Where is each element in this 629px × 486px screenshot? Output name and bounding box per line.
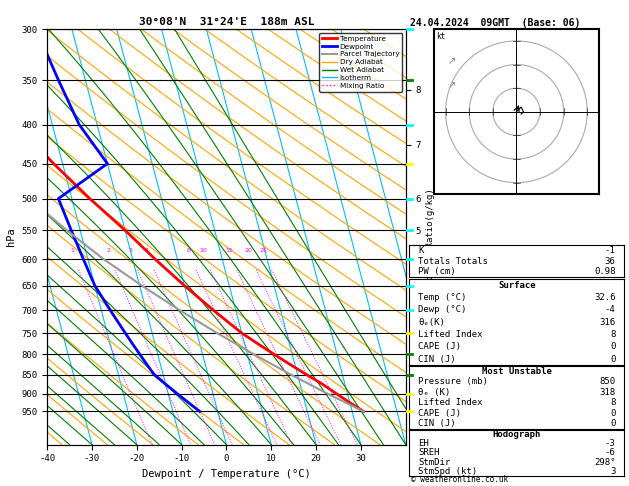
Text: 0: 0 — [610, 343, 615, 351]
Text: 0: 0 — [610, 419, 615, 428]
Text: 2: 2 — [106, 248, 110, 254]
Text: kt: kt — [436, 32, 445, 41]
Text: 15: 15 — [225, 248, 233, 254]
Text: 850: 850 — [599, 378, 615, 386]
Text: Dewp (°C): Dewp (°C) — [418, 305, 467, 314]
Text: Totals Totals: Totals Totals — [418, 257, 488, 266]
Text: 8: 8 — [610, 330, 615, 339]
Text: 8: 8 — [187, 248, 191, 254]
Y-axis label: hPa: hPa — [6, 227, 16, 246]
Text: Pressure (mb): Pressure (mb) — [418, 378, 488, 386]
Text: 8: 8 — [610, 398, 615, 407]
Text: 24.04.2024  09GMT  (Base: 06): 24.04.2024 09GMT (Base: 06) — [410, 18, 581, 28]
Text: 0.98: 0.98 — [594, 267, 615, 276]
Text: θₑ(K): θₑ(K) — [418, 318, 445, 327]
Text: Most Unstable: Most Unstable — [482, 367, 552, 376]
Text: Hodograph: Hodograph — [493, 430, 541, 439]
Text: 318: 318 — [599, 388, 615, 397]
Text: 4: 4 — [145, 248, 149, 254]
Text: 10: 10 — [199, 248, 207, 254]
Text: -6: -6 — [604, 449, 615, 457]
Legend: Temperature, Dewpoint, Parcel Trajectory, Dry Adiabat, Wet Adiabat, Isotherm, Mi: Temperature, Dewpoint, Parcel Trajectory… — [320, 33, 402, 92]
Text: 25: 25 — [260, 248, 268, 254]
Text: PW (cm): PW (cm) — [418, 267, 455, 276]
Text: -1: -1 — [604, 246, 615, 255]
Text: K: K — [418, 246, 423, 255]
Text: 20: 20 — [245, 248, 252, 254]
Text: 0: 0 — [610, 409, 615, 417]
Text: Temp (°C): Temp (°C) — [418, 293, 467, 302]
Text: EH: EH — [418, 439, 429, 448]
Text: 3: 3 — [128, 248, 133, 254]
Text: CIN (J): CIN (J) — [418, 355, 455, 364]
Text: 0: 0 — [610, 355, 615, 364]
Text: $\nearrow$: $\nearrow$ — [445, 56, 457, 67]
Text: 298°: 298° — [594, 458, 615, 467]
Text: θₑ (K): θₑ (K) — [418, 388, 450, 397]
Title: 30°08'N  31°24'E  188m ASL: 30°08'N 31°24'E 188m ASL — [138, 17, 314, 27]
Text: Lifted Index: Lifted Index — [418, 330, 482, 339]
Text: $\nearrow$: $\nearrow$ — [445, 80, 457, 90]
Text: CIN (J): CIN (J) — [418, 419, 455, 428]
Text: -3: -3 — [604, 439, 615, 448]
Text: CAPE (J): CAPE (J) — [418, 409, 461, 417]
Text: 32.6: 32.6 — [594, 293, 615, 302]
Text: -4: -4 — [604, 305, 615, 314]
Text: SREH: SREH — [418, 449, 440, 457]
Text: CAPE (J): CAPE (J) — [418, 343, 461, 351]
Y-axis label: Mixing Ratio(g/kg): Mixing Ratio(g/kg) — [426, 189, 435, 285]
Text: StmSpd (kt): StmSpd (kt) — [418, 467, 477, 476]
X-axis label: Dewpoint / Temperature (°C): Dewpoint / Temperature (°C) — [142, 469, 311, 479]
Text: 3: 3 — [610, 467, 615, 476]
Text: 316: 316 — [599, 318, 615, 327]
Text: 1: 1 — [70, 248, 74, 254]
Text: Lifted Index: Lifted Index — [418, 398, 482, 407]
Text: © weatheronline.co.uk: © weatheronline.co.uk — [411, 475, 508, 484]
Text: StmDir: StmDir — [418, 458, 450, 467]
Text: 36: 36 — [604, 257, 615, 266]
Text: Surface: Surface — [498, 280, 535, 290]
